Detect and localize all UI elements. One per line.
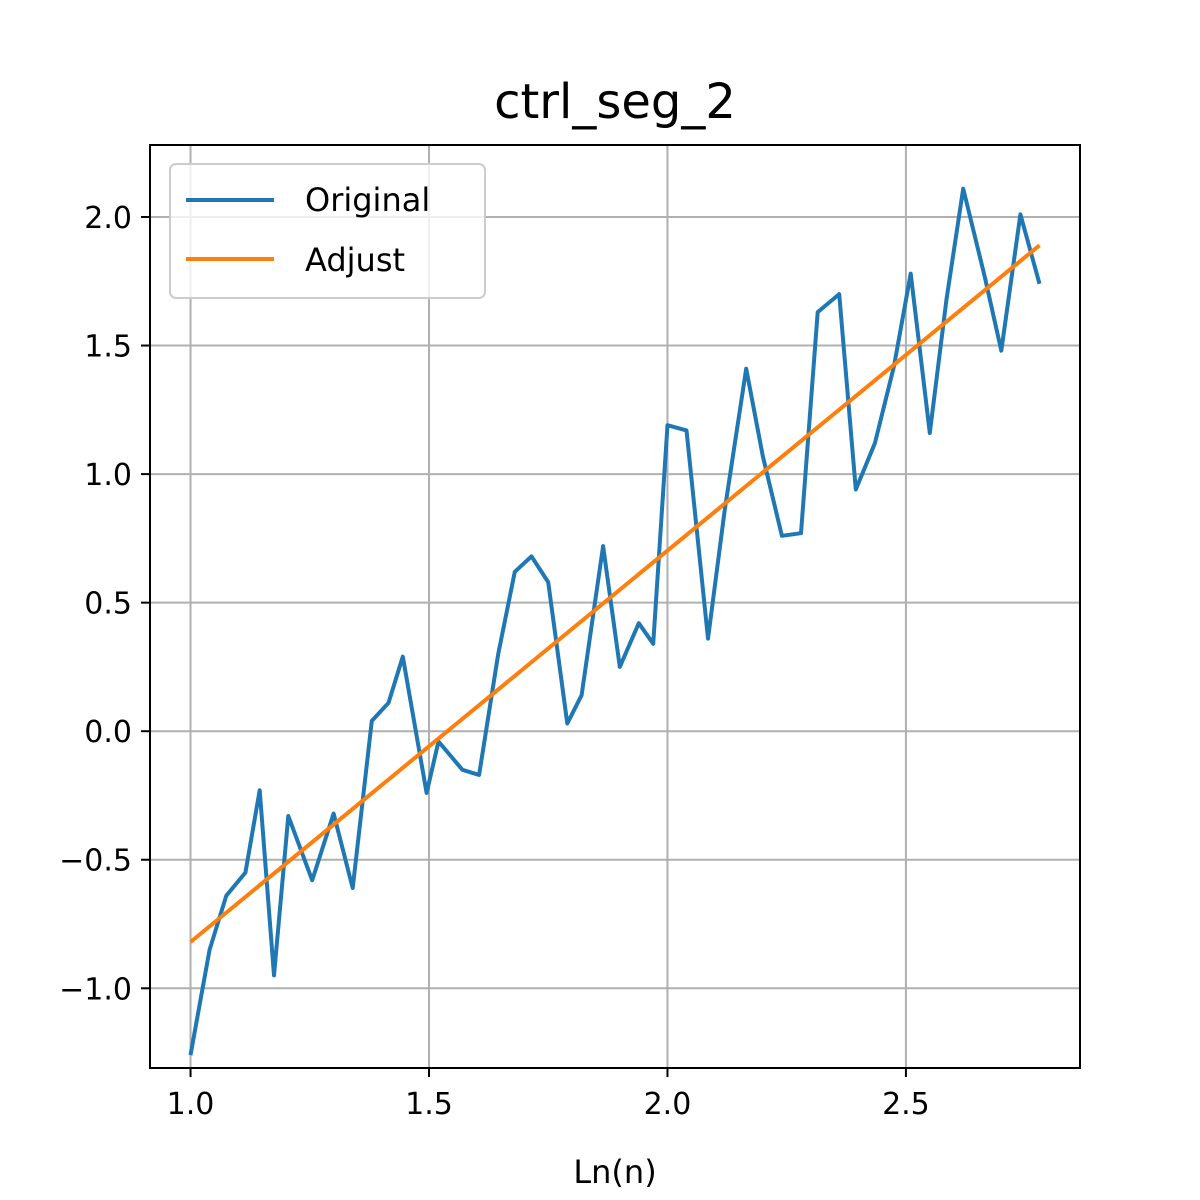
x-tick-label: 2.0	[644, 1087, 692, 1122]
y-tick-label: 1.5	[84, 330, 132, 365]
legend: Original Adjust	[169, 163, 486, 299]
plot-series	[188, 186, 1042, 1056]
axis-ticks: 1.0 1.5 2.0 2.5 −1.0 −0.5 0.0 0.5 1.0 1.5 2.0	[59, 201, 930, 1122]
series-line-original	[188, 186, 1042, 1056]
y-tick-label: 0.5	[84, 587, 132, 622]
x-tick-label: 2.5	[882, 1087, 930, 1122]
x-tick-label: 1.5	[405, 1087, 453, 1122]
legend-label-adjust: Adjust	[305, 241, 405, 279]
y-tick-label: 0.0	[84, 715, 132, 750]
legend-label-original: Original	[305, 181, 430, 219]
legend-box	[169, 163, 486, 299]
y-tick-label: −1.0	[59, 972, 132, 1007]
chart-title: ctrl_seg_2	[494, 74, 736, 130]
y-tick-label: 2.0	[84, 201, 132, 236]
plot-area-frame	[149, 144, 1081, 1069]
x-axis-label: Ln(n)	[573, 1153, 656, 1191]
series-line-adjust	[189, 243, 1041, 944]
x-tick-label: 1.0	[167, 1087, 215, 1122]
y-tick-label: 1.0	[84, 458, 132, 493]
y-tick-label: −0.5	[59, 844, 132, 879]
